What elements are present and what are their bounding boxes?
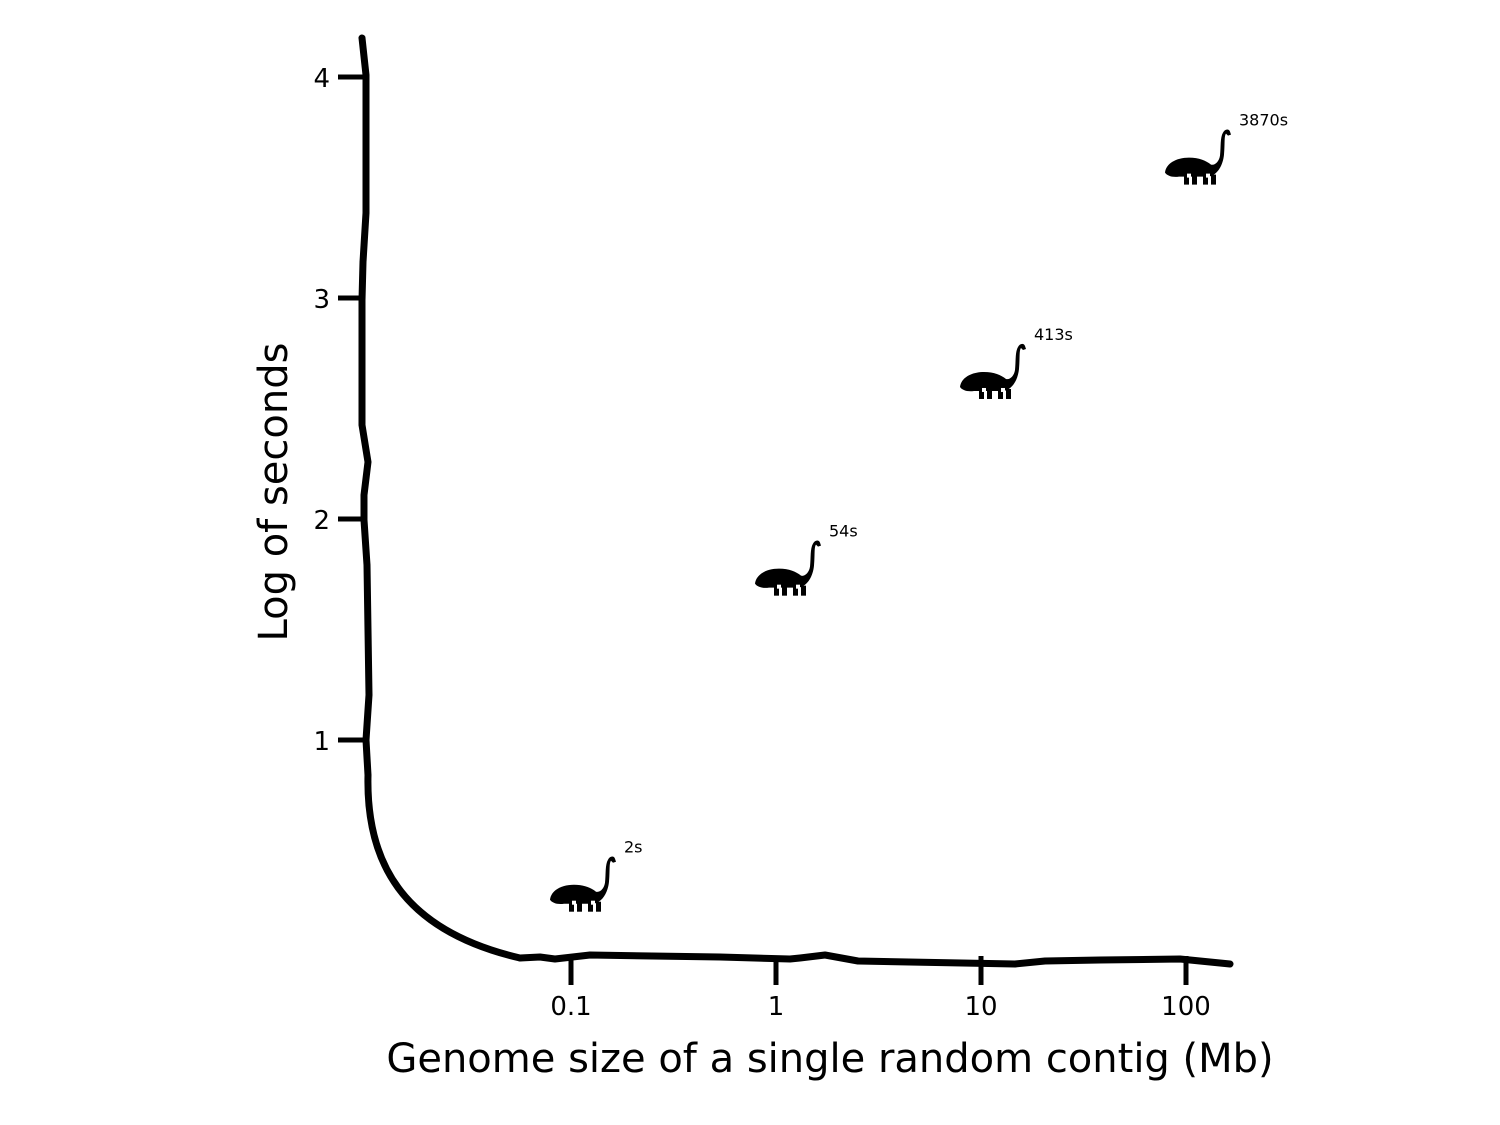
y-ticks: 1 2 3 4 [313,64,367,757]
data-point: 54s [755,522,858,596]
x-ticks: 0.1 1 10 100 [550,956,1211,1022]
y-tick-label: 1 [313,727,330,757]
y-axis-line [358,34,524,962]
y-tick-label: 3 [313,285,330,315]
data-label: 3870s [1239,111,1288,130]
data-point: 3870s [1165,111,1288,185]
x-axis-line [516,951,1234,968]
y-axis-title: Log of seconds [251,343,297,642]
x-axis-title: Genome size of a single random contig (M… [386,1036,1273,1082]
y-tick-label: 2 [313,506,330,536]
data-label: 2s [624,838,643,857]
data-label: 413s [1034,325,1073,344]
data-label: 54s [829,522,858,541]
sauropod-dinosaur-icon [550,856,616,912]
data-points: 2s 54s 413s 3870s [550,111,1288,912]
sauropod-dinosaur-icon [755,540,821,596]
data-point: 413s [960,325,1073,399]
y-tick-label: 4 [313,64,330,94]
x-tick-label: 1 [768,992,785,1022]
x-tick-label: 0.1 [550,992,591,1022]
sauropod-dinosaur-icon [960,343,1026,399]
data-point: 2s [550,838,643,912]
x-tick-label: 100 [1161,992,1211,1022]
x-tick-label: 10 [964,992,997,1022]
sauropod-dinosaur-icon [1165,129,1231,185]
